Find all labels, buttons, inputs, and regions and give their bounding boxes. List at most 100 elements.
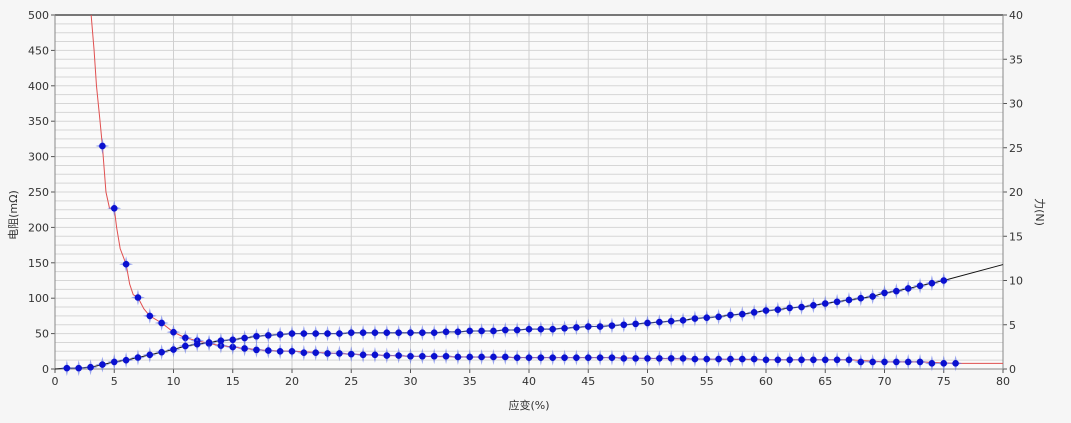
resistance-marker [952, 360, 959, 367]
force-marker [573, 324, 580, 331]
resistance-marker [881, 358, 888, 366]
x-tick-label: 20 [285, 375, 299, 388]
y-right-tick-label: 40 [1009, 9, 1023, 22]
x-tick-label: 35 [463, 375, 477, 388]
force-marker [916, 282, 924, 290]
resistance-marker [715, 355, 722, 363]
force-marker [466, 327, 474, 335]
y-right-tick-label: 30 [1009, 98, 1023, 111]
resistance-marker [454, 353, 462, 361]
force-marker [893, 287, 900, 295]
resistance-marker [288, 348, 296, 355]
force-marker [442, 328, 450, 336]
y-left-tick-label: 150 [28, 257, 49, 270]
force-marker [490, 327, 497, 335]
resistance-marker [774, 356, 782, 364]
force-marker [881, 289, 888, 297]
resistance-marker [170, 328, 177, 336]
force-marker [87, 363, 94, 371]
x-tick-label: 45 [581, 375, 595, 388]
x-tick-label: 40 [522, 375, 536, 388]
force-marker [584, 323, 592, 330]
force-marker [419, 329, 426, 337]
force-marker [632, 320, 639, 328]
y-right-tick-label: 35 [1009, 53, 1023, 66]
force-marker [596, 323, 604, 330]
resistance-marker [134, 294, 142, 301]
y-left-tick-label: 400 [28, 80, 49, 93]
x-tick-label: 25 [344, 375, 358, 388]
axes: 0 5 10 15 20 25 30 35 40 45 50 55 60 65 70 75 8005010015… [28, 9, 1023, 388]
force-marker [679, 317, 687, 324]
resistance-marker [596, 354, 604, 361]
force-marker [691, 315, 699, 322]
force-marker [703, 314, 711, 321]
resistance-marker [122, 260, 130, 268]
force-marker [336, 330, 343, 337]
resistance-marker [347, 350, 355, 358]
force-marker [122, 356, 130, 364]
force-marker [407, 329, 414, 337]
force-marker [833, 298, 841, 306]
force-marker [940, 277, 948, 284]
resistance-marker [821, 356, 829, 364]
resistance-marker [430, 352, 438, 360]
force-marker [229, 336, 237, 344]
force-marker [265, 332, 272, 339]
resistance-marker [182, 334, 189, 342]
x-tick-label: 75 [937, 375, 951, 388]
resistance-marker [549, 354, 556, 361]
resistance-marker [371, 351, 379, 359]
resistance-marker [419, 352, 426, 360]
series-markers [59, 137, 963, 377]
resistance-marker [679, 355, 687, 362]
resistance-marker [833, 356, 841, 364]
force-marker [395, 329, 402, 337]
y-right-tick-label: 0 [1009, 363, 1016, 376]
force-marker [146, 351, 154, 359]
force-marker [739, 310, 746, 318]
resistance-marker [573, 354, 580, 361]
resistance-marker [300, 349, 308, 357]
force-marker [786, 304, 793, 312]
resistance-marker [928, 360, 936, 367]
y-axis-label-left: 电阻(mΩ) [7, 190, 20, 240]
force-marker [110, 358, 118, 366]
x-tick-label: 60 [759, 375, 773, 388]
force-marker [904, 285, 912, 292]
resistance-marker [265, 347, 272, 354]
resistance-marker [442, 352, 450, 360]
resistance-marker [739, 355, 746, 363]
resistance-marker [703, 355, 711, 363]
force-marker [205, 339, 213, 346]
resistance-marker [798, 356, 805, 364]
force-marker [537, 325, 545, 333]
resistance-marker [644, 355, 651, 362]
resistance-marker [324, 350, 331, 357]
y-right-tick-label: 10 [1009, 275, 1023, 288]
force-marker [347, 329, 355, 337]
x-tick-label: 5 [111, 375, 118, 388]
x-tick-label: 30 [404, 375, 418, 388]
force-marker [276, 331, 284, 338]
resistance-marker [110, 204, 118, 212]
resistance-marker [537, 354, 545, 361]
resistance-marker [312, 349, 320, 357]
resistance-marker [336, 350, 343, 357]
force-marker [857, 294, 865, 302]
force-marker [75, 364, 82, 372]
force-marker [312, 330, 320, 337]
y-left-tick-label: 50 [35, 328, 49, 341]
resistance-marker [786, 356, 793, 364]
force-marker [170, 346, 177, 353]
force-marker [63, 364, 71, 372]
x-tick-label: 15 [226, 375, 240, 388]
force-marker [561, 324, 568, 332]
force-marker [869, 293, 876, 300]
force-marker [821, 300, 829, 307]
force-marker [99, 361, 106, 368]
resistance-marker [916, 358, 924, 366]
resistance-marker [904, 358, 912, 366]
x-tick-label: 10 [167, 375, 181, 388]
